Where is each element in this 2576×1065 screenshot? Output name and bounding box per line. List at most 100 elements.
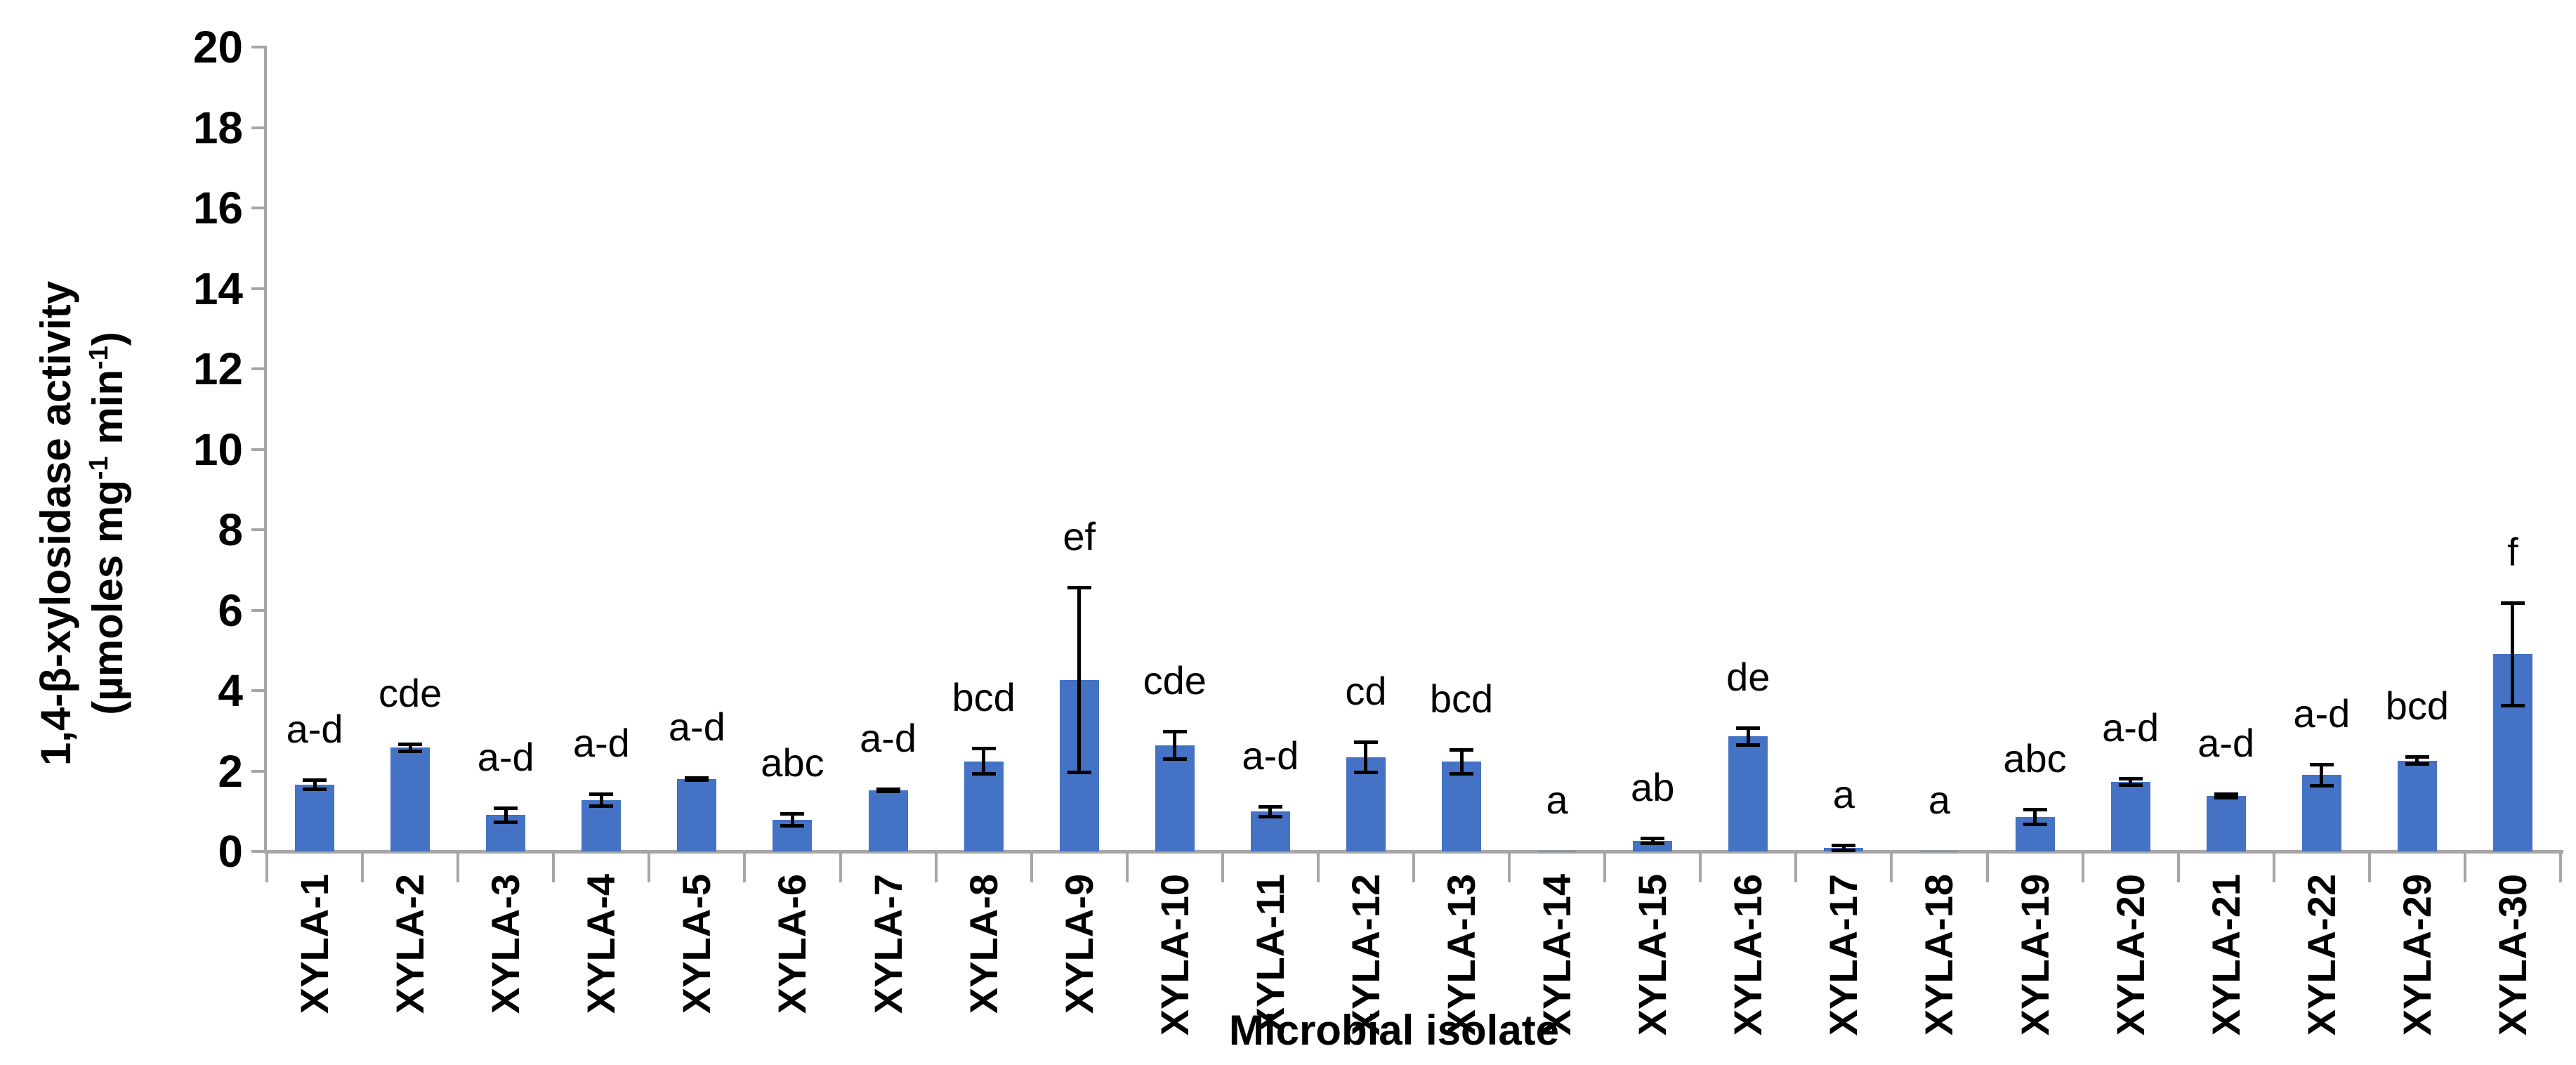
x-axis-tick <box>1125 851 1129 882</box>
y-tick-label: 20 <box>192 22 243 72</box>
y-tick-label: 12 <box>192 344 243 394</box>
x-axis-tick <box>1030 851 1033 882</box>
error-bar-line <box>2224 793 2228 799</box>
significance-letter: cd <box>1345 668 1387 713</box>
x-tick-label: XYLA-21 <box>2204 874 2248 1043</box>
x-axis-tick <box>648 851 651 882</box>
error-bar-cap-bottom <box>2214 796 2238 800</box>
error-bar-cap-top <box>589 792 614 797</box>
error-bar-cap-bottom <box>2405 762 2429 766</box>
bar <box>390 747 431 851</box>
error-bar-cap-top <box>1258 804 1282 809</box>
error-bar-line <box>2511 603 2515 706</box>
x-tick-label-text: XYLA-30 <box>2490 874 2535 1036</box>
significance-letter: abc <box>761 740 824 785</box>
x-axis-tick <box>361 851 364 882</box>
significance-letter: bcd <box>1429 677 1494 721</box>
units-text: min <box>84 370 131 457</box>
significance-letter: a-d <box>572 721 630 766</box>
error-bar-line <box>1364 741 1368 773</box>
bar <box>581 800 622 851</box>
significance-letter: a <box>1546 777 1568 822</box>
y-tick-label: 10 <box>192 424 243 475</box>
error-bar-cap-top <box>494 806 518 811</box>
error-bar-cap-bottom <box>1641 842 1665 846</box>
bar <box>868 790 908 851</box>
x-tick-label: XYLA-4 <box>579 874 623 1043</box>
error-bar-cap-top <box>303 778 327 783</box>
bar <box>677 778 717 851</box>
significance-letter: cde <box>378 670 442 715</box>
x-tick-label-text: XYLA-1 <box>292 874 337 1014</box>
error-bar-line <box>599 794 603 807</box>
y-axis-tick <box>251 367 265 370</box>
y-tick-label: 18 <box>192 102 243 153</box>
error-bar-line <box>1650 838 1655 844</box>
significance-letter: a-d <box>477 735 534 780</box>
error-bar-cap-bottom <box>1162 757 1187 761</box>
error-bar-cap-top <box>2500 601 2525 606</box>
bar <box>964 761 1004 851</box>
error-bar-line <box>1268 806 1273 817</box>
bar <box>2397 760 2437 851</box>
error-bar-line <box>1173 731 1177 759</box>
x-tick-label-text: XYLA-5 <box>674 874 719 1014</box>
error-bar-cap-top <box>2118 777 2143 781</box>
x-axis-tick <box>743 851 747 882</box>
x-axis-tick <box>839 851 842 882</box>
error-bar-cap-top <box>2214 792 2238 796</box>
error-bar-cap-bottom <box>1353 771 1378 775</box>
significance-letter: a-d <box>860 715 916 760</box>
bar <box>1728 736 1768 851</box>
bar <box>2206 795 2246 851</box>
error-bar-cap-bottom <box>1258 814 1282 818</box>
significance-letter: ab <box>1631 765 1675 810</box>
y-axis-tick <box>251 287 265 290</box>
error-bar-cap-top <box>1162 729 1187 733</box>
x-axis-tick <box>1794 851 1798 882</box>
y-axis-tick <box>251 850 265 853</box>
y-tick-label: 0 <box>218 826 243 877</box>
x-tick-label: XYLA-18 <box>1917 874 1961 1043</box>
error-bar-cap-top <box>2405 754 2429 759</box>
error-bar-line <box>504 808 508 823</box>
x-tick-label-text: XYLA-9 <box>1056 874 1101 1014</box>
x-tick-label: XYLA-29 <box>2395 874 2439 1043</box>
significance-letter: a-d <box>2293 691 2351 736</box>
y-tick-label: 8 <box>218 504 243 555</box>
error-bar-cap-top <box>1067 586 1091 590</box>
error-bar-cap-top <box>876 787 900 791</box>
x-axis-tick <box>1890 851 1893 882</box>
error-bar-cap-top <box>1450 748 1474 752</box>
y-axis-title-line1: 1,4-β-xylosidase activity <box>32 280 79 766</box>
bar <box>295 784 335 851</box>
x-tick-label: XYLA-30 <box>2490 874 2535 1043</box>
significance-letter: bcd <box>2385 683 2450 728</box>
error-bar-line <box>1077 587 1082 773</box>
x-tick-label: XYLA-5 <box>674 874 719 1043</box>
x-tick-label: XYLA-3 <box>483 874 527 1043</box>
x-axis-tick <box>552 851 556 882</box>
bar <box>2301 775 2341 851</box>
x-axis-tick <box>1985 851 1989 882</box>
error-bar-cap-top <box>398 742 423 746</box>
error-bar-line <box>790 813 794 826</box>
error-bar-line <box>2033 809 2037 825</box>
significance-letter: de <box>1726 654 1770 699</box>
significance-letter: a-d <box>2102 705 2160 750</box>
x-axis-tick <box>1316 851 1320 882</box>
x-axis-tick <box>1699 851 1702 882</box>
bar <box>1442 762 1482 851</box>
x-tick-label: XYLA-22 <box>2299 874 2344 1043</box>
x-tick-label-text: XYLA-18 <box>1917 874 1961 1036</box>
x-axis-tick <box>2463 851 2466 882</box>
x-axis-tick <box>1603 851 1607 882</box>
error-bar-cap-top <box>1641 837 1665 841</box>
significance-letter: a-d <box>668 704 725 749</box>
y-axis-line <box>264 46 267 854</box>
x-axis-tick <box>934 851 938 882</box>
y-tick-label: 4 <box>218 665 243 716</box>
x-tick-label-text: XYLA-22 <box>2299 874 2344 1036</box>
x-axis-tick <box>456 851 460 882</box>
